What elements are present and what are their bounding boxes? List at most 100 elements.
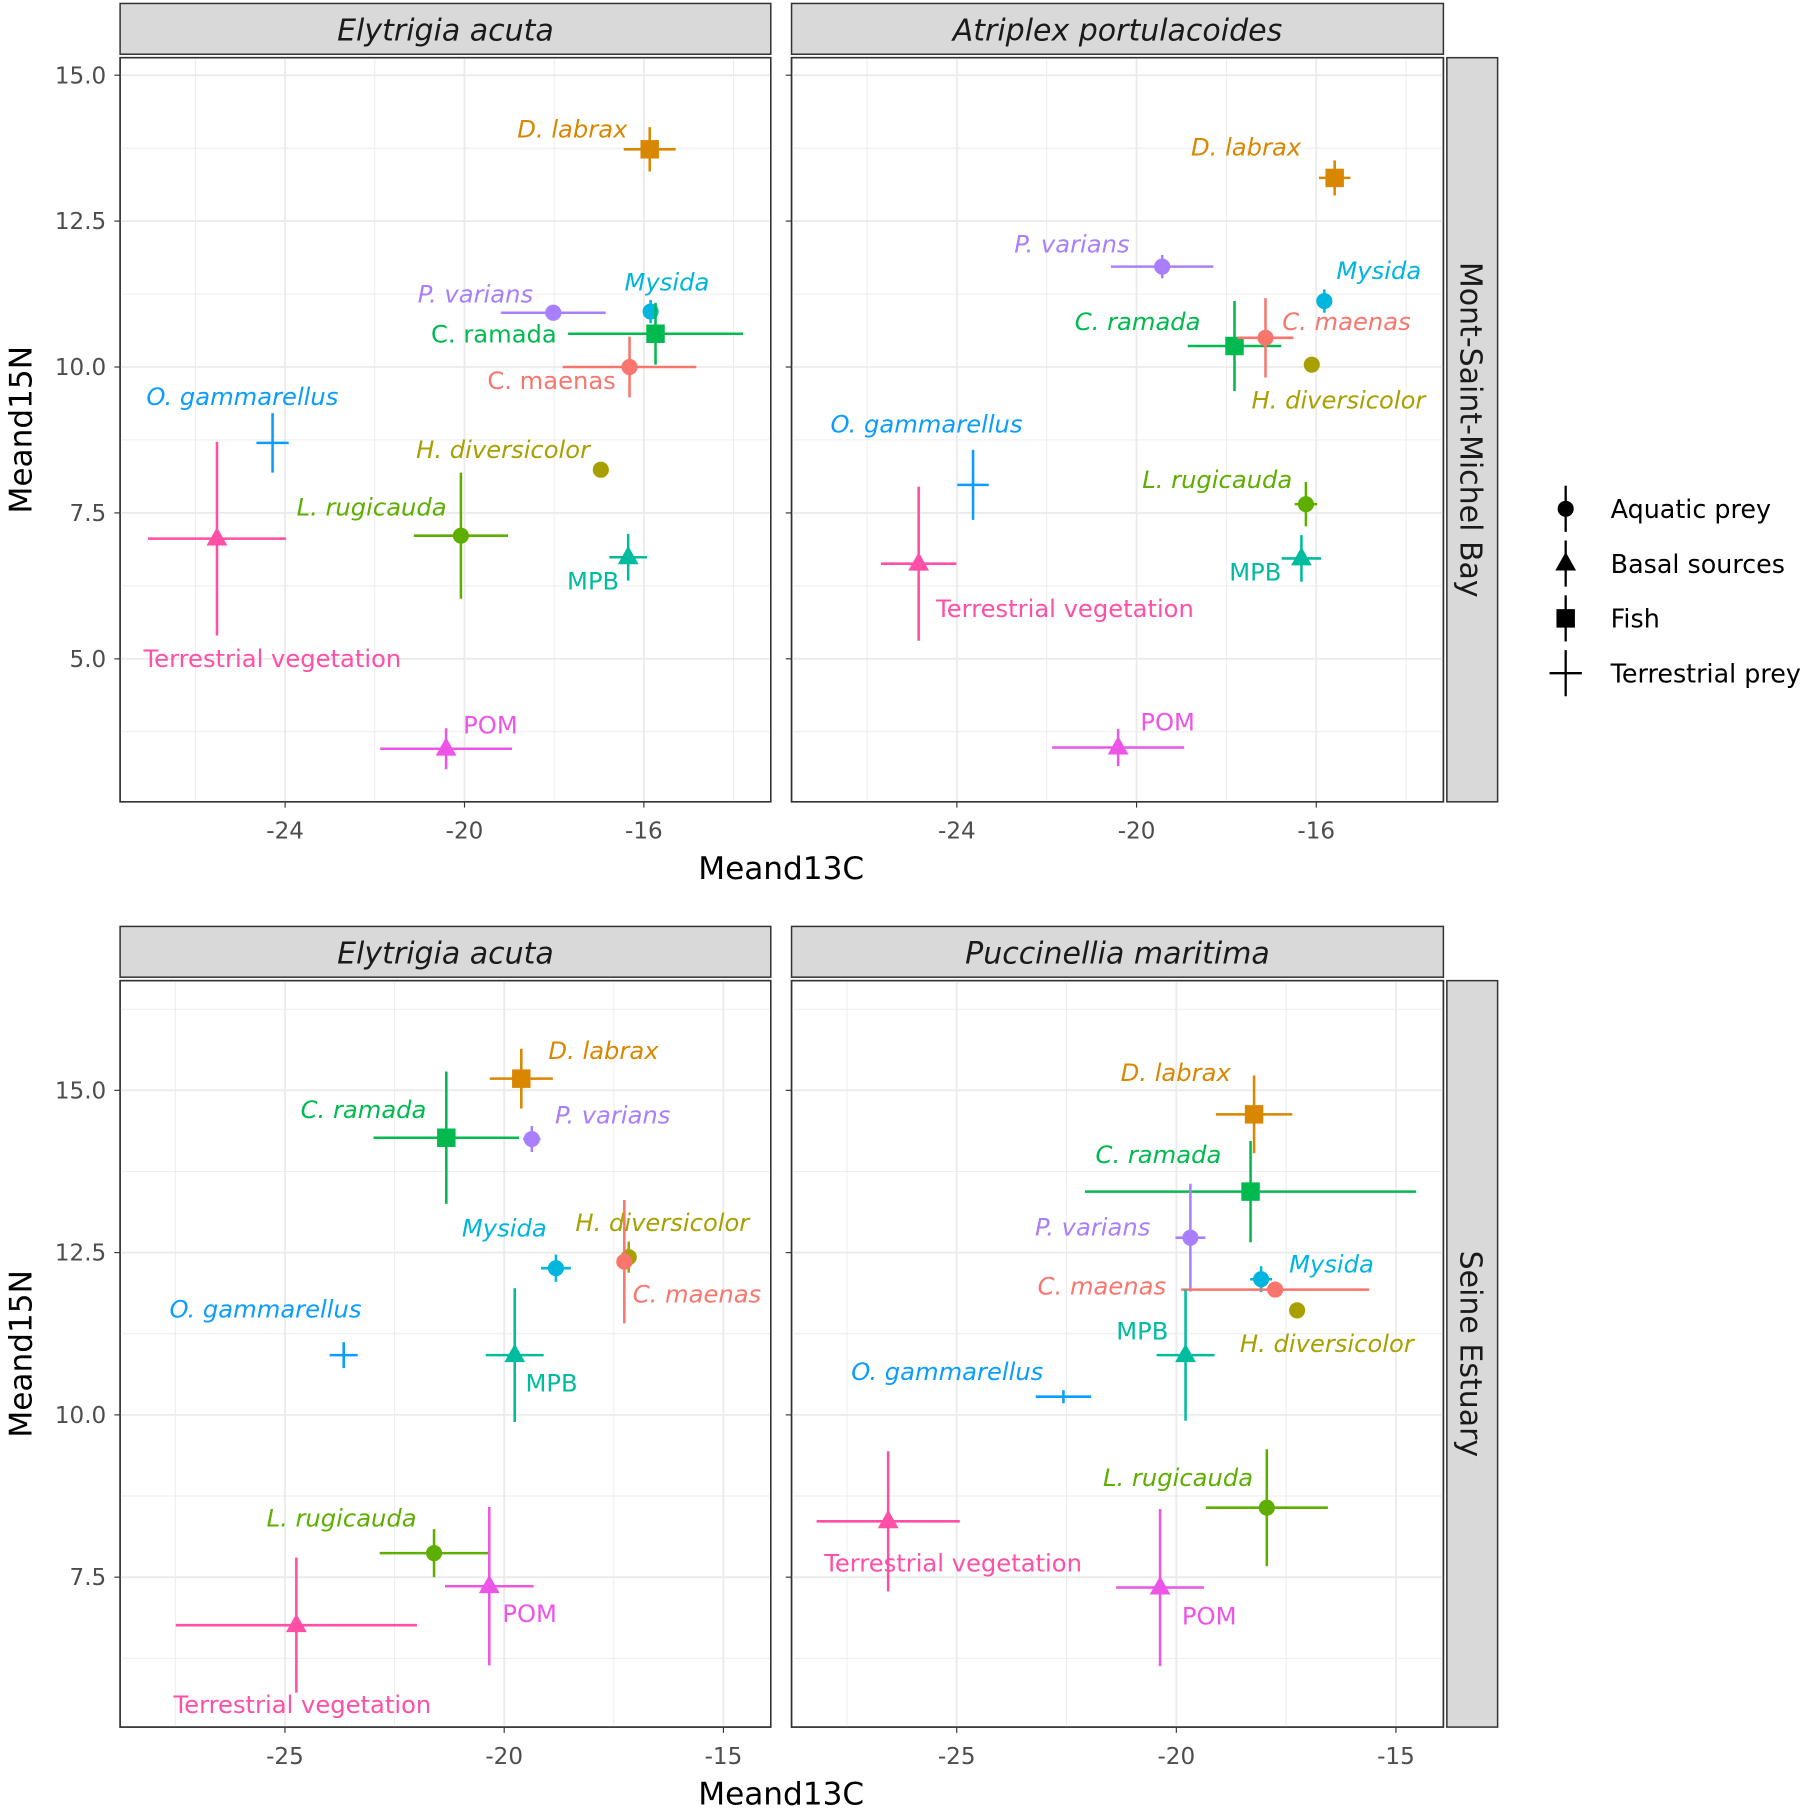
data-label: L. rugicauda — [1103, 1464, 1253, 1492]
legend-label: Aquatic prey — [1611, 494, 1771, 524]
data-point-d-labrax: D. labrax — [489, 1037, 659, 1109]
data-point-h-diversicolor: H. diversicolor — [416, 436, 609, 478]
data-point-o-gammarellus: O. gammarellus — [851, 1358, 1092, 1404]
x-tick-label: -25 — [266, 1744, 304, 1770]
data-label: L. rugicauda — [1142, 466, 1292, 494]
data-label: C. ramada — [1096, 1141, 1222, 1169]
legend-triangle-marker — [1555, 552, 1577, 571]
data-label: Terrestrial vegetation — [935, 595, 1194, 623]
data-point-l-rugicauda: L. rugicauda — [267, 1504, 489, 1578]
data-label: POM — [502, 1600, 557, 1628]
data-point-c-ramada: C. ramada — [1084, 1141, 1417, 1243]
p-varians-circle-marker — [1154, 258, 1171, 275]
data-point-h-diversicolor: H. diversicolor — [1251, 356, 1427, 414]
data-label: H. diversicolor — [1240, 1330, 1416, 1358]
y-tick-label: 5.0 — [70, 647, 107, 673]
data-label: POM — [463, 712, 518, 740]
data-point-pom: POM — [380, 712, 518, 770]
data-label: C. ramada — [1075, 308, 1201, 336]
panel-border — [119, 56, 772, 803]
data-label: MPB — [1116, 1317, 1168, 1345]
terrestrial-vegetation-triangle-marker — [206, 527, 228, 546]
data-label: O. gammarellus — [169, 1296, 361, 1324]
data-label: D. labrax — [548, 1037, 659, 1065]
panel-2: Atriplex portulacoides Mont-Saint-Michel … — [785, 2, 1499, 845]
data-point-terrestrial-vegetation: Terrestrial vegetation — [816, 1451, 1082, 1592]
row-strip-label: Seine Estuary — [1453, 1251, 1488, 1458]
data-point-c-ramada: C. ramada — [431, 302, 743, 365]
panel-border — [119, 979, 772, 1728]
data-label: D. labrax — [517, 115, 628, 143]
data-label: H. diversicolor — [416, 436, 592, 464]
data-label: POM — [1182, 1602, 1237, 1630]
panel-3: Elytrigia acuta -25 -20 -15 7.5 10.0 12.5 15.0 M… — [3, 925, 864, 1809]
y-tick-label: 12.5 — [55, 209, 106, 235]
data-point-p-varians: P. varians — [1035, 1183, 1206, 1292]
h-diversicolor-circle-marker — [1303, 356, 1320, 373]
data-point-c-maenas: C. maenas — [1038, 1272, 1370, 1300]
data-label: MPB — [567, 568, 619, 596]
mpb-triangle-marker — [617, 545, 639, 565]
panel-1: Elytrigia acuta -24 -20 -16 5.0 7.5 10.0 12.5 15… — [3, 2, 864, 887]
data-point-pom: POM — [1052, 708, 1195, 767]
data-point-mysida: Mysida — [462, 1215, 571, 1282]
mysida-circle-marker — [1253, 1271, 1270, 1288]
terrestrial-vegetation-triangle-marker — [877, 1509, 899, 1529]
data-point-o-gammarellus: O. gammarellus — [146, 383, 339, 473]
panel-background — [119, 56, 772, 803]
data-label: MPB — [1229, 558, 1281, 586]
pom-triangle-marker — [435, 737, 457, 756]
legend-square-marker — [1556, 609, 1575, 628]
data-point-c-maenas: C. maenas — [616, 1200, 762, 1324]
data-label: H. diversicolor — [575, 1209, 751, 1237]
data-label: Terrestrial vegetation — [173, 1691, 432, 1719]
l-rugicauda-circle-marker — [452, 527, 469, 544]
data-label: C. ramada — [431, 321, 557, 349]
mysida-circle-marker — [1316, 292, 1333, 310]
legend: Aquatic prey Basal sources Fish Terrestrial… — [1549, 485, 1800, 697]
y-tick-label: 7.5 — [70, 1565, 107, 1591]
panel-4: Puccinellia maritima Seine Estuary -25 -20 -… — [785, 925, 1499, 1770]
data-label: Mysida — [462, 1215, 547, 1243]
terrestrial-vegetation-triangle-marker — [285, 1613, 307, 1633]
data-label: C. maenas — [633, 1281, 762, 1309]
x-tick-label: -16 — [1297, 819, 1335, 845]
x-tick-label: -24 — [266, 819, 304, 845]
data-point-h-diversicolor: H. diversicolor — [1240, 1302, 1416, 1358]
data-point-p-varians: P. varians — [1014, 231, 1214, 279]
y-tick-label: 15.0 — [55, 1078, 106, 1104]
x-tick-label: -20 — [1118, 819, 1156, 845]
c-maenas-circle-marker — [616, 1253, 633, 1270]
c-maenas-circle-marker — [1257, 329, 1274, 346]
data-point-l-rugicauda: L. rugicauda — [297, 472, 508, 599]
panel-border — [790, 979, 1445, 1728]
legend-label: Fish — [1611, 604, 1660, 634]
data-label: C. ramada — [301, 1096, 427, 1124]
x-tick-label: -20 — [1157, 1744, 1195, 1770]
mpb-triangle-marker — [1175, 1343, 1196, 1363]
data-label: L. rugicauda — [297, 494, 447, 522]
c-ramada-square-marker — [1225, 336, 1244, 356]
data-label: Mysida — [1336, 257, 1421, 285]
data-point-l-rugicauda: L. rugicauda — [1103, 1449, 1328, 1567]
row-strip-label: Mont-Saint-Michel Bay — [1453, 262, 1488, 598]
x-tick-label: -15 — [705, 1744, 743, 1770]
legend-label: Basal sources — [1611, 549, 1785, 579]
c-ramada-square-marker — [646, 324, 665, 343]
data-point-terrestrial-vegetation: Terrestrial vegetation — [880, 486, 1194, 641]
data-label: P. varians — [1014, 231, 1130, 259]
pom-triangle-marker — [1149, 1575, 1171, 1595]
facet-strip-label: Puccinellia maritima — [965, 936, 1270, 971]
x-tick-label: -20 — [485, 1744, 523, 1770]
x-tick-label: -16 — [625, 819, 663, 845]
facet-strip-label: Atriplex portulacoides — [951, 13, 1282, 48]
data-point-o-gammarellus: O. gammarellus — [169, 1296, 362, 1369]
mpb-triangle-marker — [1291, 546, 1312, 566]
legend-item-fish: Fish — [1556, 595, 1660, 642]
data-point-p-varians: P. varians — [523, 1102, 671, 1153]
data-label: MPB — [526, 1369, 578, 1397]
data-point-d-labrax: D. labrax — [1191, 134, 1351, 196]
data-label: Terrestrial vegetation — [143, 645, 402, 673]
panel-border — [790, 56, 1445, 803]
data-point-terrestrial-vegetation: Terrestrial vegetation — [173, 1557, 432, 1719]
